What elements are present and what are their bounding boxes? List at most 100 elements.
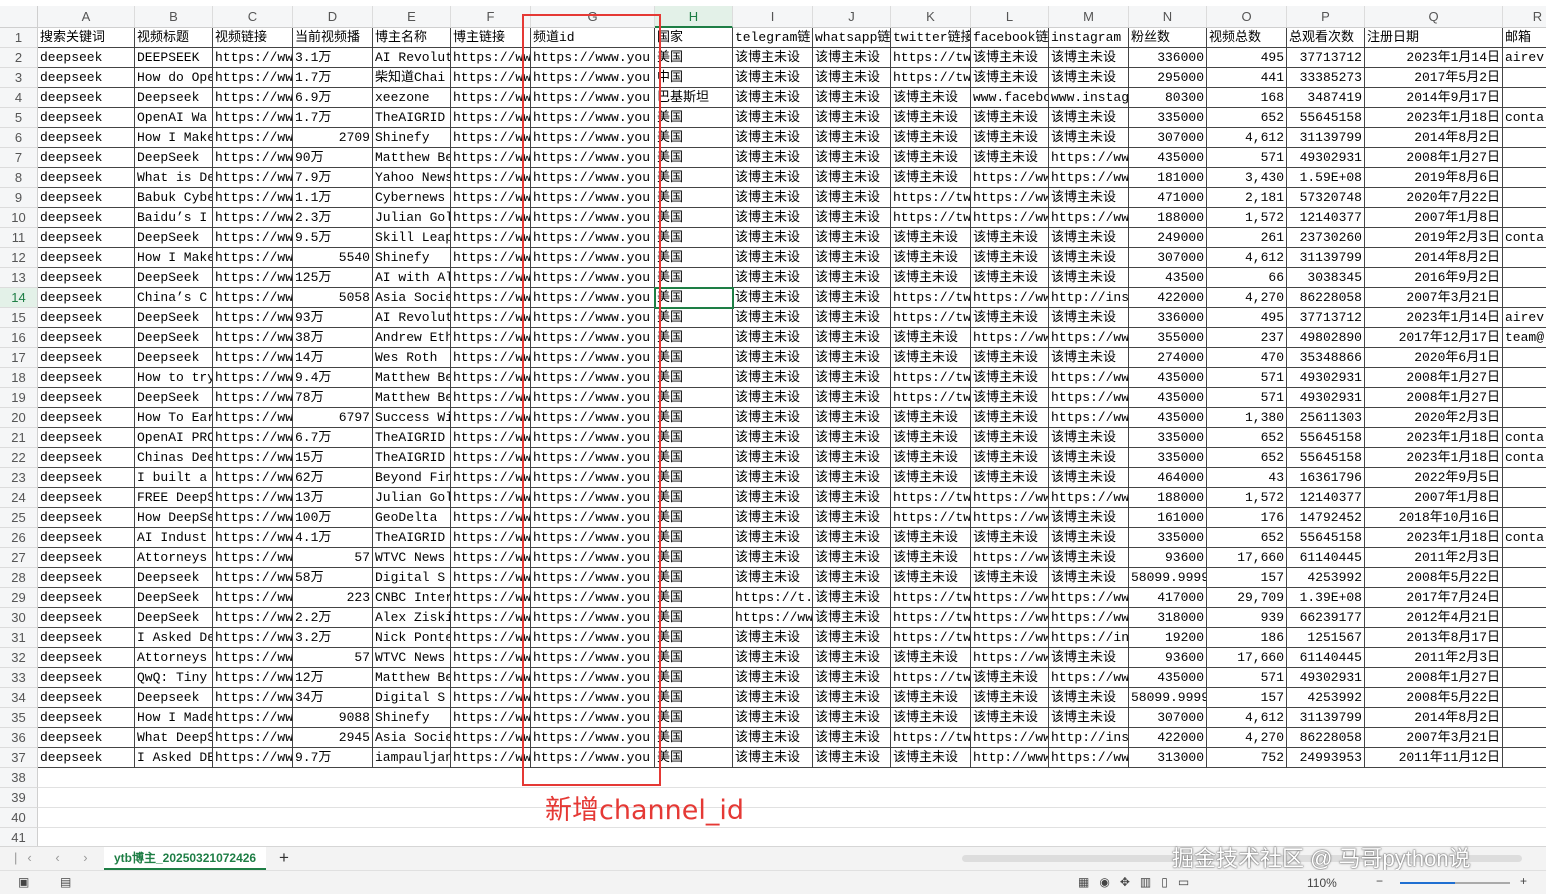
cell[interactable]: 49302931 <box>1287 388 1365 408</box>
cell[interactable]: deepseek <box>38 588 135 608</box>
cell[interactable]: TheAIGRID <box>373 108 451 128</box>
cell[interactable]: https://tw <box>891 208 971 228</box>
cell[interactable]: Matthew Be <box>373 148 451 168</box>
cell[interactable]: TheAIGRID <box>373 448 451 468</box>
column-header[interactable]: H <box>655 6 733 28</box>
cell[interactable]: Nick Ponte <box>373 628 451 648</box>
cell[interactable]: 美国 <box>655 208 733 228</box>
cell[interactable]: 2017年12月17日 <box>1365 328 1503 348</box>
cell[interactable]: 该博主未设 <box>971 408 1049 428</box>
cell[interactable]: 188000 <box>1129 488 1207 508</box>
cell[interactable]: 2019年2月3日 <box>1365 228 1503 248</box>
cell[interactable]: 9.7万 <box>293 748 373 768</box>
cell[interactable]: https://www <box>451 728 531 748</box>
cell[interactable]: 336000 <box>1129 48 1207 68</box>
cell[interactable]: 2023年1月18日 <box>1365 448 1503 468</box>
cell[interactable]: https://www.you <box>531 548 655 568</box>
cell[interactable]: 美国 <box>655 748 733 768</box>
cell[interactable]: Digital S <box>373 688 451 708</box>
cell[interactable]: 该博主未设 <box>813 128 891 148</box>
cell[interactable]: deepseek <box>38 148 135 168</box>
cell[interactable]: 该博主未设 <box>971 468 1049 488</box>
cell[interactable]: https://www <box>451 668 531 688</box>
cell[interactable]: 该博主未设 <box>891 148 971 168</box>
zoom-slider[interactable] <box>1400 882 1510 884</box>
empty-cell[interactable] <box>1503 388 1546 408</box>
empty-cell[interactable] <box>1503 248 1546 268</box>
cell[interactable]: https://www <box>213 708 293 728</box>
cell[interactable]: https://ww <box>971 628 1049 648</box>
cell[interactable]: 752 <box>1207 748 1287 768</box>
cell[interactable]: 该博主未设 <box>813 588 891 608</box>
header-cell[interactable]: 邮箱 <box>1503 28 1546 48</box>
cell[interactable]: 57 <box>293 548 373 568</box>
cell[interactable]: https://tw <box>891 48 971 68</box>
cell[interactable]: 该博主未设 <box>891 708 971 728</box>
empty-cell[interactable] <box>1503 368 1546 388</box>
cell[interactable]: 29,709 <box>1207 588 1287 608</box>
cell[interactable]: 该博主未设 <box>733 108 813 128</box>
header-cell[interactable]: twitter链接 <box>891 28 971 48</box>
cell[interactable]: 31139799 <box>1287 248 1365 268</box>
cell[interactable]: 6.7万 <box>293 428 373 448</box>
corner[interactable] <box>0 6 38 28</box>
cell[interactable]: 652 <box>1207 448 1287 468</box>
cell[interactable]: 2945 <box>293 728 373 748</box>
cell[interactable]: https://ww <box>1049 148 1129 168</box>
cell[interactable]: CNBC Inter <box>373 588 451 608</box>
cell[interactable]: https://www <box>451 128 531 148</box>
row-header[interactable]: 34 <box>0 688 38 708</box>
cell[interactable]: 美国 <box>655 548 733 568</box>
cell[interactable]: 2011年2月3日 <box>1365 548 1503 568</box>
cell[interactable]: 美国 <box>655 248 733 268</box>
column-header[interactable]: C <box>213 6 293 28</box>
cell[interactable]: 该博主未设 <box>971 388 1049 408</box>
cell[interactable]: Asia Socie <box>373 728 451 748</box>
cell[interactable]: 9088 <box>293 708 373 728</box>
cell[interactable]: 该博主未设 <box>971 228 1049 248</box>
cell[interactable]: 该博主未设 <box>813 228 891 248</box>
cell[interactable]: 该博主未设 <box>891 408 971 428</box>
status-icon[interactable]: ▤ <box>60 875 72 889</box>
cell[interactable]: https://ww <box>971 288 1049 308</box>
cell[interactable]: 17,660 <box>1207 548 1287 568</box>
cell[interactable]: 188000 <box>1129 208 1207 228</box>
cell[interactable]: 该博主未设 <box>733 548 813 568</box>
cell[interactable]: 该博主未设 <box>891 88 971 108</box>
row-header[interactable]: 19 <box>0 388 38 408</box>
cell[interactable]: 55645158 <box>1287 108 1365 128</box>
cell[interactable]: 43500 <box>1129 268 1207 288</box>
cell[interactable]: 美国 <box>655 408 733 428</box>
column-header[interactable]: F <box>451 6 531 28</box>
cell[interactable]: https://www <box>451 168 531 188</box>
cell[interactable]: deepseek <box>38 428 135 448</box>
cell[interactable]: https://www <box>451 608 531 628</box>
cell[interactable]: 该博主未设 <box>971 708 1049 728</box>
cell[interactable]: 49302931 <box>1287 148 1365 168</box>
cell[interactable]: Digital S <box>373 568 451 588</box>
cell[interactable]: Attorneys <box>135 548 213 568</box>
cell[interactable]: 37713712 <box>1287 308 1365 328</box>
cell[interactable]: 571 <box>1207 148 1287 168</box>
cell[interactable]: AI Indust <box>135 528 213 548</box>
cell[interactable]: 该博主未设 <box>891 428 971 448</box>
cell[interactable]: https://www.you <box>531 588 655 608</box>
cell[interactable]: 318000 <box>1129 608 1207 628</box>
cell[interactable]: 571 <box>1207 368 1287 388</box>
cell[interactable]: http://ins <box>1049 288 1129 308</box>
column-header[interactable]: R <box>1503 6 1546 28</box>
cell[interactable]: Deepseek <box>135 688 213 708</box>
cell[interactable]: 该博主未设 <box>971 528 1049 548</box>
row-header[interactable]: 33 <box>0 668 38 688</box>
cell[interactable]: 1.59E+08 <box>1287 168 1365 188</box>
cell[interactable]: https://ww <box>1049 488 1129 508</box>
cell[interactable]: 该博主未设 <box>813 448 891 468</box>
cell[interactable]: https://www.you <box>531 728 655 748</box>
cell[interactable]: 652 <box>1207 108 1287 128</box>
column-header[interactable]: A <box>38 6 135 28</box>
cell[interactable]: https://ww <box>1049 408 1129 428</box>
cell[interactable]: 1.7万 <box>293 68 373 88</box>
cell[interactable]: https://www <box>451 348 531 368</box>
cell[interactable]: 2008年5月22日 <box>1365 568 1503 588</box>
cell[interactable]: How DeepSe <box>135 508 213 528</box>
